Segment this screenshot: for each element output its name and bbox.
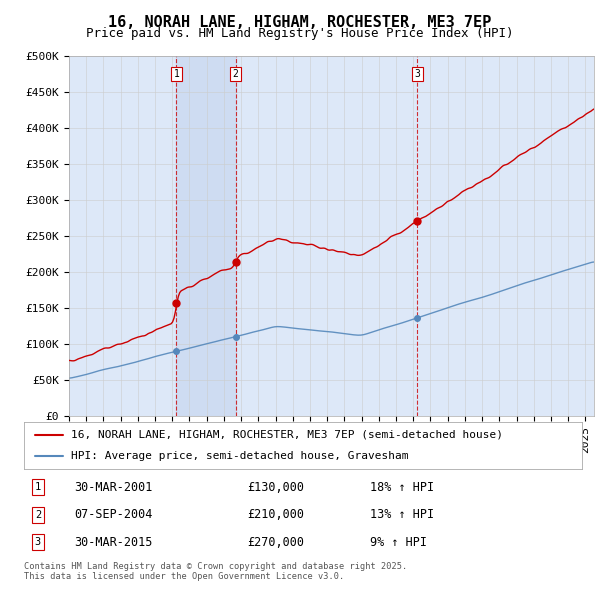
Text: 3: 3 xyxy=(35,537,41,547)
Text: 9% ↑ HPI: 9% ↑ HPI xyxy=(370,536,427,549)
Text: 1: 1 xyxy=(35,483,41,493)
Text: Price paid vs. HM Land Registry's House Price Index (HPI): Price paid vs. HM Land Registry's House … xyxy=(86,27,514,40)
Text: £130,000: £130,000 xyxy=(247,481,304,494)
Text: 30-MAR-2015: 30-MAR-2015 xyxy=(74,536,152,549)
Text: £270,000: £270,000 xyxy=(247,536,304,549)
Text: 16, NORAH LANE, HIGHAM, ROCHESTER, ME3 7EP (semi-detached house): 16, NORAH LANE, HIGHAM, ROCHESTER, ME3 7… xyxy=(71,430,503,440)
Text: 16, NORAH LANE, HIGHAM, ROCHESTER, ME3 7EP: 16, NORAH LANE, HIGHAM, ROCHESTER, ME3 7… xyxy=(109,15,491,30)
Text: Contains HM Land Registry data © Crown copyright and database right 2025.
This d: Contains HM Land Registry data © Crown c… xyxy=(24,562,407,581)
Text: 2: 2 xyxy=(35,510,41,520)
Text: 13% ↑ HPI: 13% ↑ HPI xyxy=(370,508,434,522)
Bar xyxy=(176,56,236,416)
Text: 2: 2 xyxy=(233,69,239,79)
Text: 18% ↑ HPI: 18% ↑ HPI xyxy=(370,481,434,494)
Text: 1: 1 xyxy=(173,69,179,79)
Text: 3: 3 xyxy=(415,69,421,79)
Text: 07-SEP-2004: 07-SEP-2004 xyxy=(74,508,152,522)
Text: HPI: Average price, semi-detached house, Gravesham: HPI: Average price, semi-detached house,… xyxy=(71,451,409,461)
Text: £210,000: £210,000 xyxy=(247,508,304,522)
Text: 30-MAR-2001: 30-MAR-2001 xyxy=(74,481,152,494)
